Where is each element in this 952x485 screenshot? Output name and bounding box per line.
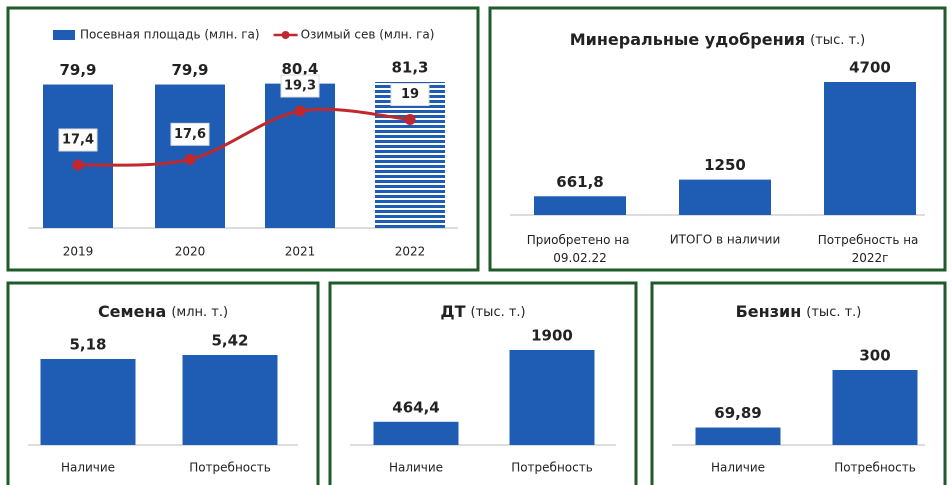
x-tick-label: Приобретено на 09.02.22 — [527, 233, 634, 265]
x-tick-label: Наличие — [711, 461, 765, 475]
title-unit: (тыс. т.) — [806, 305, 861, 320]
x-tick-label: ИТОГО в наличии — [670, 233, 781, 247]
data-label: 300 — [859, 347, 890, 365]
title-main: Минеральные удобрения — [570, 30, 805, 49]
data-label: 4700 — [849, 59, 891, 77]
title-unit: (тыс. т.) — [471, 305, 526, 320]
data-label: 17,6 — [174, 127, 206, 142]
bar — [265, 83, 335, 228]
bar — [695, 427, 781, 445]
line-marker — [72, 159, 84, 171]
data-label: 1250 — [704, 156, 746, 174]
x-tick-label: Потребность — [189, 461, 271, 475]
legend-label: Посевная площадь (млн. га) — [80, 28, 260, 42]
data-label-box — [170, 122, 210, 146]
data-label: 19 — [401, 87, 419, 102]
line-marker — [294, 105, 306, 117]
bar — [40, 358, 136, 445]
x-tick-label: 2019 — [63, 245, 94, 259]
bar — [509, 350, 595, 445]
bar — [534, 196, 626, 215]
x-tick-label: 2022 — [395, 245, 426, 259]
bar — [824, 82, 916, 215]
data-label: 661,8 — [556, 173, 603, 191]
data-label: 19,3 — [284, 79, 316, 94]
data-label: 79,9 — [171, 61, 208, 79]
chart-title: Бензин (тыс. т.) — [736, 302, 862, 321]
x-tick-label: Наличие — [389, 461, 443, 475]
line-marker — [404, 114, 416, 126]
bar — [43, 84, 113, 228]
title-main: Семена — [98, 302, 166, 321]
line — [77, 107, 411, 167]
data-label: 81,3 — [391, 59, 428, 77]
bar — [832, 370, 918, 445]
line-marker — [184, 153, 196, 165]
chart-title: Семена (млн. т.) — [98, 302, 228, 321]
chart-title: Минеральные удобрения (тыс. т.) — [570, 30, 866, 49]
data-label: 5,18 — [69, 335, 106, 353]
legend-swatch — [281, 31, 290, 39]
bar — [373, 421, 459, 445]
data-label: 69,89 — [714, 404, 761, 422]
data-label: 5,42 — [211, 332, 248, 350]
data-label-box — [390, 83, 430, 107]
title-unit: (тыс. т.) — [810, 33, 865, 48]
data-label-box — [280, 74, 320, 98]
data-label: 80,4 — [281, 60, 318, 78]
data-label: 79,9 — [59, 61, 96, 79]
title-main: Бензин — [736, 302, 802, 321]
data-label: 464,4 — [392, 398, 439, 416]
legend-swatch — [53, 30, 75, 40]
legend-label: Озимый сев (млн. га) — [301, 28, 435, 42]
bar — [375, 82, 445, 228]
x-tick-label: 2021 — [285, 245, 316, 259]
data-label-box — [58, 128, 98, 152]
x-tick-label: 2020 — [175, 245, 206, 259]
title-main: ДТ — [440, 302, 465, 321]
data-label: 1900 — [531, 327, 573, 345]
title-unit: (млн. т.) — [171, 305, 228, 320]
x-tick-label: Наличие — [61, 461, 115, 475]
x-tick-label: Потребность на 2022г — [818, 233, 922, 265]
x-tick-label: Потребность — [511, 461, 593, 475]
bar — [182, 355, 278, 445]
data-label: 17,4 — [62, 133, 94, 148]
chart-title: ДТ (тыс. т.) — [440, 302, 525, 321]
bar — [679, 179, 771, 215]
x-tick-label: Потребность — [834, 461, 916, 475]
